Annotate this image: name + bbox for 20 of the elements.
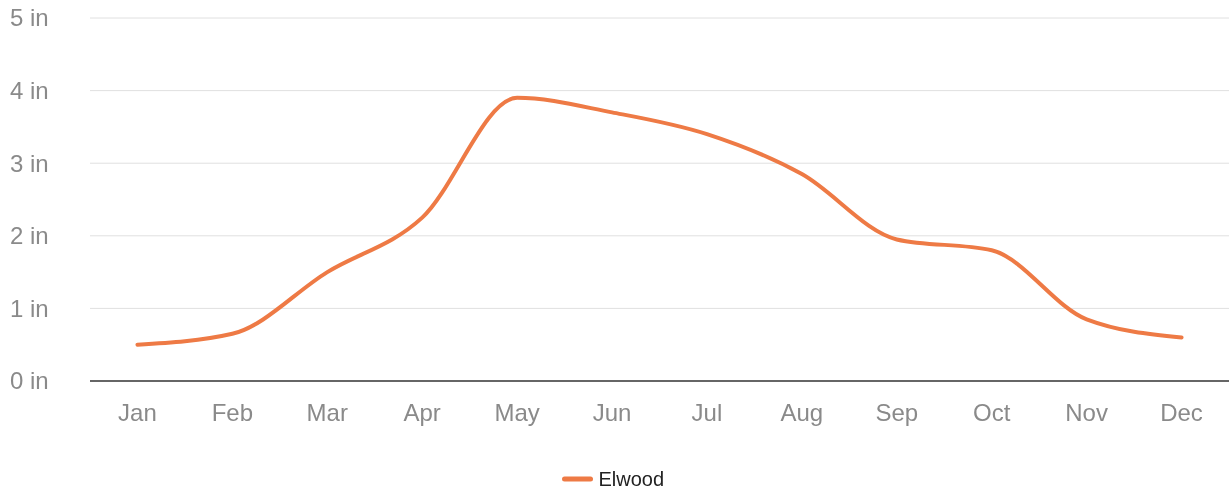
x-tick-label: May <box>494 399 540 426</box>
line-series <box>135 95 1184 347</box>
x-tick-label: Jun <box>592 399 632 426</box>
x-tick-label: Jan <box>118 399 157 426</box>
x-tick-label: Oct <box>973 399 1011 426</box>
x-tick-label: Mar <box>306 399 348 426</box>
y-tick-label: 2 in <box>10 222 49 250</box>
y-tick-label: 3 in <box>10 149 49 177</box>
x-tick-label: Jul <box>691 399 723 426</box>
x-tick-label: Nov <box>1065 399 1108 426</box>
y-tick-label: 5 in <box>10 4 49 32</box>
y-tick-label: 1 in <box>10 294 49 322</box>
x-tick-label: Dec <box>1160 399 1203 426</box>
x-tick-label: Feb <box>211 399 254 426</box>
legend-label: Elwood <box>598 468 665 490</box>
x-tick-label: Apr <box>403 399 441 426</box>
y-tick-label: 0 in <box>10 367 49 395</box>
x-tick-label: Aug <box>780 399 824 426</box>
y-tick-label: 4 in <box>10 77 49 104</box>
x-tick-label: Sep <box>875 399 919 426</box>
